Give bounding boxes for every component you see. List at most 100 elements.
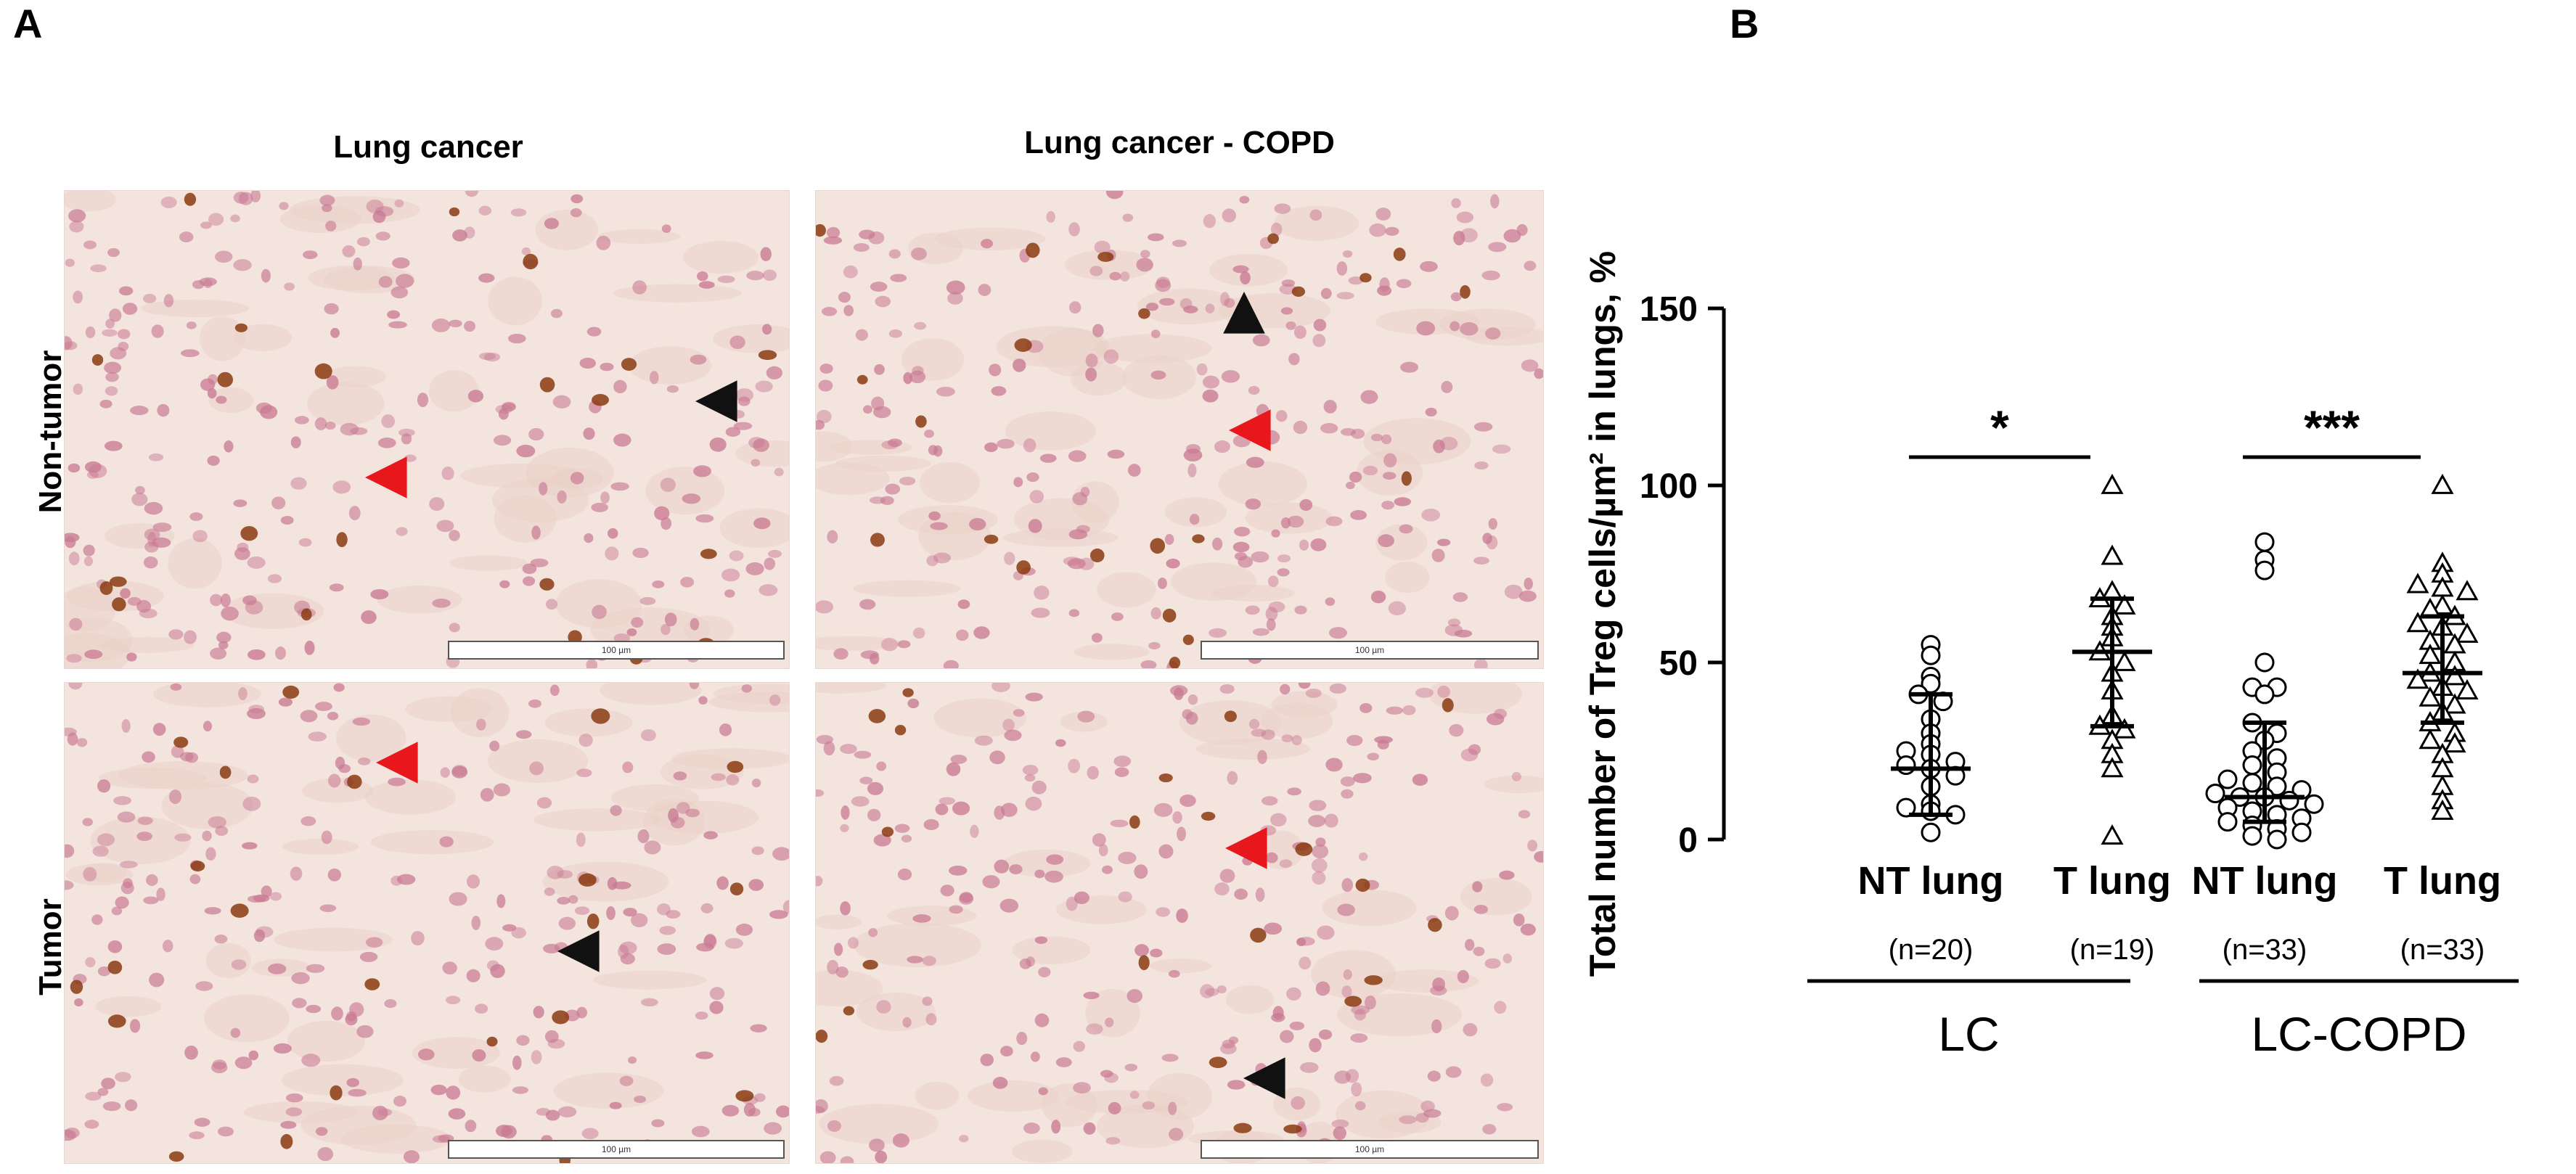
cell-nucleus xyxy=(855,329,868,341)
cell-nucleus xyxy=(356,237,370,247)
data-point-circle xyxy=(2279,790,2299,810)
cell-nucleus xyxy=(85,957,96,968)
cell-nucleus xyxy=(670,816,685,829)
cell-nucleus xyxy=(496,894,506,908)
cell-nucleus xyxy=(543,943,560,954)
cell-nucleus xyxy=(1279,859,1293,869)
scale-bar: 100 µm xyxy=(448,1140,785,1159)
cell-nucleus xyxy=(1046,854,1064,865)
stroma-fiber xyxy=(324,366,386,387)
cell-nucleus xyxy=(1485,327,1501,340)
cell-nucleus xyxy=(102,329,118,337)
stroma-fiber xyxy=(629,346,712,385)
cell-nucleus xyxy=(947,292,963,305)
cell-nucleus xyxy=(637,829,650,844)
cell-nucleus xyxy=(974,735,993,746)
cell-nucleus xyxy=(1111,612,1124,621)
cell-nucleus xyxy=(290,866,303,881)
cell-nucleus xyxy=(980,1054,994,1067)
cell-nucleus xyxy=(1055,739,1066,747)
treg-cell xyxy=(234,323,248,332)
cell-nucleus xyxy=(1068,222,1080,237)
cell-nucleus xyxy=(1473,946,1485,956)
cell-nucleus xyxy=(754,1093,766,1102)
cell-nucleus xyxy=(353,257,362,271)
x-group-label: NT lung xyxy=(1858,859,2004,903)
stroma-fiber xyxy=(1273,205,1359,241)
cell-nucleus xyxy=(691,1125,710,1138)
cell-nucleus xyxy=(902,1017,912,1028)
cell-nucleus xyxy=(449,623,460,633)
cell-nucleus xyxy=(113,796,131,805)
treg-cell xyxy=(1460,285,1471,299)
cell-nucleus xyxy=(1013,709,1025,717)
cell-nucleus xyxy=(449,530,460,541)
stroma-fiber xyxy=(816,683,887,694)
cell-nucleus xyxy=(1245,498,1262,510)
cell-nucleus xyxy=(471,915,481,930)
stroma-fiber xyxy=(1149,959,1211,974)
cell-nucleus xyxy=(1257,750,1267,765)
cell-nucleus xyxy=(370,588,389,600)
cell-nucleus xyxy=(1205,303,1215,314)
treg-cell xyxy=(1129,815,1140,829)
cell-nucleus xyxy=(431,318,451,332)
cell-nucleus xyxy=(401,433,412,445)
cell-nucleus xyxy=(1277,568,1290,577)
cell-nucleus xyxy=(284,282,295,291)
cell-nucleus xyxy=(392,257,410,269)
cell-nucleus xyxy=(1255,887,1265,902)
cell-nucleus xyxy=(403,1150,420,1163)
stroma-fiber xyxy=(816,431,853,462)
cell-nucleus xyxy=(411,931,425,945)
treg-cell xyxy=(735,1090,754,1102)
cell-nucleus xyxy=(157,403,170,417)
cell-nucleus xyxy=(234,547,250,560)
micrograph-lc-non-tumor-image xyxy=(65,191,789,668)
cell-nucleus xyxy=(547,1038,565,1049)
cell-nucleus xyxy=(989,364,1002,377)
stroma-fiber xyxy=(199,316,246,361)
stroma-fiber xyxy=(713,684,789,704)
cell-nucleus xyxy=(120,861,138,869)
cell-nucleus xyxy=(1318,1029,1333,1040)
stroma-fiber xyxy=(819,1104,939,1144)
cell-nucleus xyxy=(1105,191,1124,200)
cell-nucleus xyxy=(888,438,902,447)
cell-nucleus xyxy=(544,887,555,896)
cell-nucleus xyxy=(1360,390,1378,404)
cell-nucleus xyxy=(1172,811,1182,824)
cell-nucleus xyxy=(576,832,586,847)
treg-cell xyxy=(984,534,999,544)
treg-cell xyxy=(1364,975,1383,985)
cell-nucleus xyxy=(208,213,224,226)
cell-nucleus xyxy=(330,327,340,338)
cell-nucleus xyxy=(1431,1019,1442,1034)
cell-nucleus xyxy=(356,1025,374,1038)
cell-nucleus xyxy=(1312,858,1328,873)
cell-nucleus xyxy=(319,194,335,206)
cell-nucleus xyxy=(189,512,203,521)
cell-nucleus xyxy=(218,641,229,649)
cell-nucleus xyxy=(1085,353,1098,368)
cell-nucleus xyxy=(1412,773,1428,787)
cell-nucleus xyxy=(539,482,548,496)
cell-nucleus xyxy=(1354,1101,1366,1111)
stroma-fiber xyxy=(533,808,661,832)
cell-nucleus xyxy=(545,599,558,610)
cell-nucleus xyxy=(750,1024,767,1033)
data-point-triangle xyxy=(2431,799,2454,820)
cell-nucleus xyxy=(586,327,602,337)
cell-nucleus xyxy=(982,875,1000,889)
treg-cell xyxy=(523,253,539,270)
data-point-triangle xyxy=(2456,678,2479,699)
cell-nucleus xyxy=(372,210,386,223)
cell-nucleus xyxy=(726,774,740,786)
stroma-fiber xyxy=(1374,969,1479,993)
cell-nucleus xyxy=(189,874,201,884)
cell-nucleus xyxy=(269,892,282,901)
cell-nucleus xyxy=(1518,810,1531,818)
cell-nucleus xyxy=(224,440,234,453)
data-point-triangle xyxy=(2101,757,2124,778)
stroma-fiber xyxy=(719,508,789,548)
